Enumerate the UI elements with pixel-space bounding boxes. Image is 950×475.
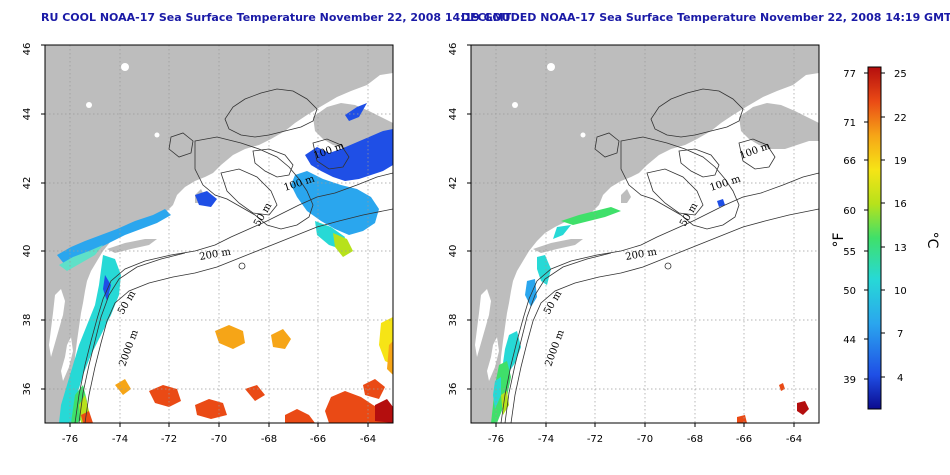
celsius-tick: 4 (897, 373, 903, 384)
right-x-tick: -72 (587, 434, 603, 445)
colorbar-fahrenheit-labels: 77 71 66 60 55 50 44 39 (843, 69, 856, 386)
right-x-tick: -68 (687, 434, 703, 445)
right-x-tick: -76 (488, 434, 504, 445)
left-y-tick: 44 (22, 108, 33, 121)
left-y-tick: 38 (22, 314, 33, 327)
left-x-tick: -66 (310, 434, 326, 445)
left-x-tick-labels: -76 -74 -72 -70 -68 -66 -64 (62, 434, 376, 445)
left-x-tick: -74 (112, 434, 128, 445)
left-y-tick: 46 (22, 43, 33, 56)
right-x-tick: -70 (637, 434, 653, 445)
colorbar-celsius-labels: 25 22 19 16 13 10 7 4 (894, 69, 907, 384)
fahrenheit-tick: 44 (843, 335, 856, 346)
right-map-panel: 100 m 100 m 50 m 200 m 50 m 2000 m (470, 44, 820, 424)
left-x-tick: -64 (360, 434, 376, 445)
fahrenheit-tick: 77 (843, 69, 856, 80)
left-panel-title: RU COOL NOAA-17 Sea Surface Temperature … (41, 11, 512, 24)
right-x-tick: -74 (538, 434, 554, 445)
celsius-tick: 16 (894, 199, 907, 210)
right-axes (467, 44, 795, 427)
right-y-tick: 44 (448, 108, 459, 121)
left-x-tick: -76 (62, 434, 78, 445)
left-x-tick: -72 (161, 434, 177, 445)
right-y-tick-labels: 36 38 40 42 44 46 (448, 43, 459, 396)
right-y-tick: 40 (448, 245, 459, 258)
colorbar-gradient (867, 66, 882, 410)
left-y-tick: 40 (22, 245, 33, 258)
left-y-tick: 42 (22, 177, 33, 190)
right-y-tick: 42 (448, 177, 459, 190)
fahrenheit-tick: 55 (843, 247, 856, 258)
right-panel-title: DECLOUDED NOAA-17 Sea Surface Temperatur… (461, 11, 950, 24)
fahrenheit-tick: 66 (843, 156, 856, 167)
celsius-tick: 25 (894, 69, 907, 80)
left-axes (41, 44, 369, 427)
fahrenheit-tick: 60 (843, 206, 856, 217)
left-x-tick: -70 (211, 434, 227, 445)
right-y-tick: 46 (448, 43, 459, 56)
left-x-tick: -68 (261, 434, 277, 445)
right-x-tick-labels: -76 -74 -72 -70 -68 -66 -64 (488, 434, 802, 445)
celsius-tick: 10 (894, 286, 907, 297)
fahrenheit-unit-label: °F (831, 232, 847, 247)
celsius-tick: 22 (894, 113, 907, 124)
colorbar-ticks (864, 72, 885, 380)
celsius-tick: 7 (897, 329, 903, 340)
celsius-tick: 19 (894, 156, 907, 167)
colorbar: 77 71 66 60 55 50 44 39 25 22 19 16 13 1… (831, 66, 940, 410)
right-y-tick: 38 (448, 314, 459, 327)
right-y-tick: 36 (448, 383, 459, 396)
left-y-tick: 36 (22, 383, 33, 396)
left-map-panel: 100 m 100 m 50 m 200 m 50 m 2000 m (44, 44, 394, 424)
left-y-tick-labels: 36 38 40 42 44 46 (22, 43, 33, 396)
fahrenheit-tick: 71 (843, 118, 856, 129)
right-x-tick: -66 (736, 434, 752, 445)
fahrenheit-tick: 39 (843, 375, 856, 386)
fahrenheit-tick: 50 (843, 286, 856, 297)
celsius-unit-label: °C (924, 232, 940, 249)
celsius-tick: 13 (894, 243, 907, 254)
right-x-tick: -64 (786, 434, 802, 445)
